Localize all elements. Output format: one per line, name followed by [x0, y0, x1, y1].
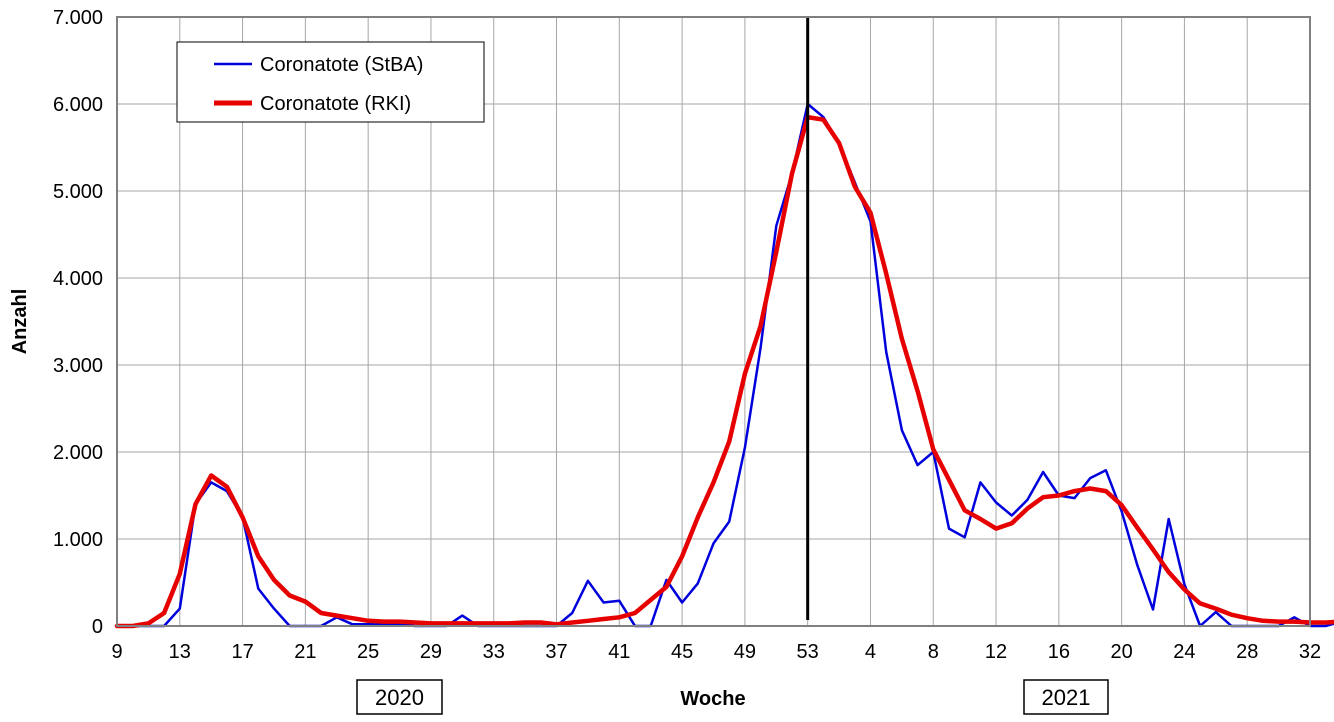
- x-tick-label: 53: [797, 641, 819, 663]
- year-label-text: 2021: [1042, 685, 1091, 710]
- y-tick-label: 4.000: [53, 268, 103, 290]
- x-tick-label: 28: [1236, 641, 1258, 663]
- x-tick-label: 33: [483, 641, 505, 663]
- legend: Coronatote (StBA) Coronatote (RKI): [176, 41, 485, 123]
- year-label-box: [356, 679, 443, 715]
- x-tick-label: 16: [1048, 641, 1070, 663]
- x-tick-label: 49: [734, 641, 756, 663]
- year-label-box: [1023, 679, 1109, 715]
- x-tick-label: 37: [545, 641, 567, 663]
- x-tick-label: 21: [294, 641, 316, 663]
- plot-frame: [116, 16, 1311, 627]
- y-tick-label: 6.000: [53, 94, 103, 116]
- series-line-rki: [114, 114, 1334, 629]
- x-tick-label: 41: [608, 641, 630, 663]
- y-tick-label: 2.000: [53, 442, 103, 464]
- year-label-2021: 2021: [1023, 679, 1109, 715]
- legend-label-stba: Coronatote (StBA): [260, 54, 423, 76]
- x-tick-label: 20: [1111, 641, 1133, 663]
- x-tick-label: 32: [1299, 641, 1321, 663]
- legend-box: [176, 41, 485, 123]
- x-tick-label: 8: [928, 641, 939, 663]
- x-tick-label: 29: [420, 641, 442, 663]
- x-tick-label: 25: [357, 641, 379, 663]
- y-tick-label: 1.000: [53, 529, 103, 551]
- x-tick-label: 9: [111, 641, 122, 663]
- y-tick-label: 7.000: [53, 7, 103, 29]
- year-label-text: 2020: [375, 685, 424, 710]
- x-axis-ticks: 9 13 17 21 25 29 33 37 41 45 49 53 4 8 12 16 20 24 28 32: [111, 641, 1321, 663]
- y-axis-ticks: 0 1.000 2.000 3.000 4.000 5.000 6.000 7.000: [53, 7, 103, 638]
- y-tick-label: 3.000: [53, 355, 103, 377]
- x-tick-label: 12: [985, 641, 1007, 663]
- y-tick-label: 0: [92, 616, 103, 638]
- x-tick-label: 13: [169, 641, 191, 663]
- year-label-2020: 2020: [356, 679, 443, 715]
- x-tick-label: 45: [671, 641, 693, 663]
- y-tick-label: 5.000: [53, 181, 103, 203]
- x-tick-label: 17: [231, 641, 253, 663]
- x-tick-label: 24: [1173, 641, 1195, 663]
- y-axis-title: Anzahl: [9, 289, 31, 355]
- x-tick-label: 4: [865, 641, 876, 663]
- x-axis-title: Woche: [680, 688, 745, 710]
- legend-label-rki: Coronatote (RKI): [260, 93, 411, 115]
